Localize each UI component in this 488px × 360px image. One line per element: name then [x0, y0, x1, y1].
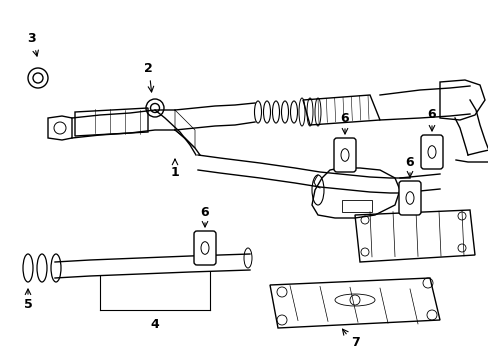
Text: 7: 7: [350, 336, 359, 348]
FancyBboxPatch shape: [194, 231, 216, 265]
Text: 6: 6: [340, 112, 348, 125]
Text: 3: 3: [28, 31, 36, 45]
Text: 2: 2: [143, 62, 152, 75]
Text: 4: 4: [150, 319, 159, 332]
FancyBboxPatch shape: [420, 135, 442, 169]
Text: 6: 6: [200, 206, 209, 219]
Text: 8: 8: [410, 192, 418, 204]
Text: 5: 5: [23, 298, 32, 311]
Text: 1: 1: [170, 166, 179, 179]
FancyBboxPatch shape: [398, 181, 420, 215]
Text: 6: 6: [405, 156, 413, 168]
Text: 6: 6: [427, 108, 435, 122]
FancyBboxPatch shape: [333, 138, 355, 172]
